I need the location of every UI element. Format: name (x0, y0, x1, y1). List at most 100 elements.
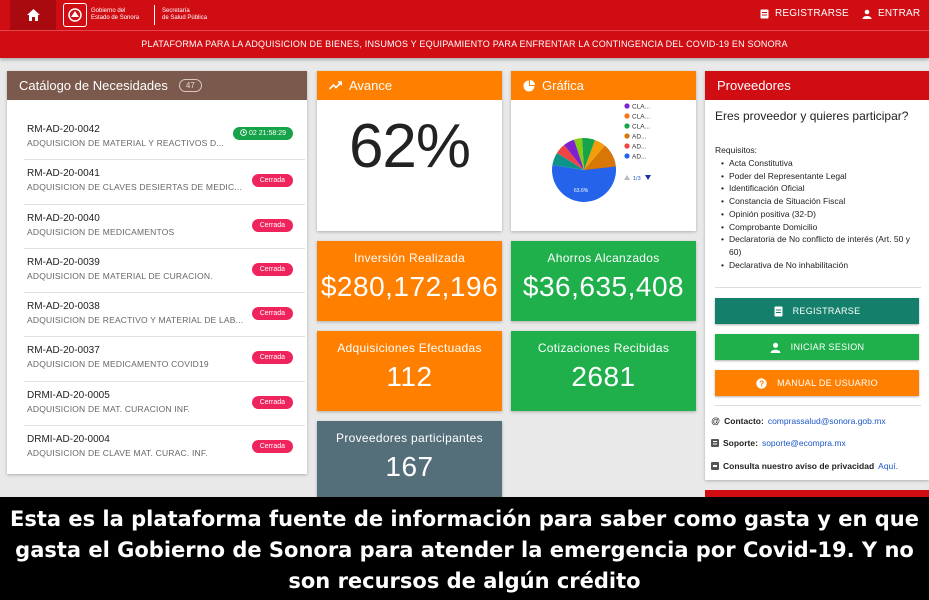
pie-chart-icon (523, 79, 535, 91)
suppliers-count-label: Proveedores participantes (336, 431, 483, 445)
suppliers-header: Proveedores (705, 71, 929, 100)
list-item[interactable]: RM-AD-20-0041 ADQUISICION DE CLAVES DESI… (24, 160, 305, 205)
catalog-title: Catálogo de Necesidades (19, 78, 168, 93)
status-badge: Cerrada (251, 307, 293, 321)
top-navbar: Gobierno del Estado de Sonora Secretaría… (0, 0, 929, 30)
pie-slice-purple (564, 139, 584, 170)
requirement-item: Comprobante Domicilio (721, 221, 921, 234)
logo-line-4: de Salud Pública (162, 15, 208, 21)
divider (715, 287, 921, 288)
legend-swatch (624, 123, 630, 129)
progress-value: 62% (348, 112, 471, 181)
pie-slice-label: 63.6% (574, 188, 589, 194)
home-icon (26, 9, 40, 21)
supplier-login-button[interactable]: INICIAR SESION (715, 334, 919, 360)
savings-label: Ahorros Alcanzados (547, 251, 660, 265)
register-label: REGISTRARSE (775, 8, 849, 19)
status-badge: Cerrada (251, 218, 293, 232)
list-item[interactable]: RM-AD-20-0040 ADQUISICION DE MEDICAMENTO… (24, 205, 305, 249)
status-badge: Cerrada (251, 351, 293, 365)
seal-icon (63, 3, 87, 27)
logo-line-1: Gobierno del (91, 8, 126, 14)
caption-overlay: Esta es la plataforma fuente de informac… (0, 497, 929, 600)
home-button[interactable] (10, 0, 56, 30)
contact-email-link[interactable]: comprassalud@sonora.gob.mx (767, 416, 886, 426)
requirements-list: Acta Constitutiva Poder del Representant… (721, 157, 921, 271)
status-badge: Cerrada (251, 262, 293, 276)
item-description: ADQUISICION DE CLAVES DESIERTAS DE MEDIC… (27, 182, 243, 193)
requirement-item: Declarativa de No inhabilitación (721, 259, 921, 272)
register-link[interactable]: REGISTRARSE (760, 8, 849, 19)
savings-value: $36,635,408 (522, 271, 685, 302)
help-icon: ? (756, 377, 767, 389)
chart-title: Gráfica (542, 78, 584, 93)
requirement-item: Opinión positiva (32-D) (721, 208, 921, 221)
list-item[interactable]: RM-AD-20-0039 ADQUISICION DE MATERIAL DE… (24, 249, 305, 294)
platform-subtitle-bar: PLATAFORMA PARA LA ADQUISICION DE BIENES… (0, 30, 929, 58)
catalog-count-badge: 47 (178, 79, 202, 92)
legend-entry: AD... (632, 144, 647, 151)
legend-swatch (624, 133, 630, 139)
legend-entry: AD... (632, 154, 647, 161)
supplier-register-button[interactable]: REGISTRARSE (715, 298, 919, 324)
logo-line-3: Secretaría (162, 8, 190, 14)
item-code: RM-AD-20-0042 (27, 124, 100, 135)
clock-icon (240, 129, 247, 136)
list-item[interactable]: DRMI-AD-20-0005 ADQUISICION DE MAT. CURA… (24, 382, 305, 427)
legend-next-icon[interactable] (645, 175, 651, 180)
platform-subtitle: PLATAFORMA PARA LA ADQUISICION DE BIENES… (141, 39, 788, 49)
legend-swatch (624, 113, 630, 119)
progress-card: Avance 62% (317, 71, 502, 231)
savings-card: Ahorros Alcanzados $36,635,408 (511, 241, 696, 321)
user-icon (862, 9, 872, 19)
item-description: ADQUISICION DE REACTIVO Y MATERIAL DE LA… (27, 315, 244, 326)
list-item[interactable]: RM-AD-20-0038 ADQUISICION DE REACTIVO Y … (24, 293, 305, 338)
catalog-card: Catálogo de Necesidades 47 RM-AD-20-0042… (7, 71, 307, 474)
requirement-item: Declaratoria de No conflicto de interés … (721, 233, 921, 258)
list-item[interactable]: RM-AD-20-0042 ADQUISICION DE MATERIAL Y … (24, 116, 305, 161)
legend-swatch (624, 143, 630, 149)
list-item[interactable]: RM-AD-20-0037 ADQUISICION DE MEDICAMENTO… (24, 337, 305, 382)
progress-header: Avance (317, 71, 502, 100)
requirement-item: Identificación Oficial (721, 182, 921, 195)
supplier-login-label: INICIAR SESION (790, 342, 865, 352)
support-email-link[interactable]: soporte@ecompra.mx (761, 438, 846, 448)
investment-card: Inversión Realizada $280,172,196 (317, 241, 502, 321)
user-manual-label: MANUAL DE USUARIO (777, 378, 878, 388)
pie-slice-amber (584, 140, 605, 170)
support-icon (711, 439, 719, 447)
chart-header: Gráfica (511, 71, 696, 100)
logo-divider (154, 5, 155, 25)
item-description: ADQUISICION DE MATERIAL DE CURACION. (27, 270, 213, 281)
legend-entry: AD... (632, 134, 647, 141)
item-description: ADQUISICION DE MEDICAMENTOS (27, 226, 175, 237)
legend-entry: CLA... (632, 114, 650, 121)
item-code: RM-AD-20-0039 (27, 256, 100, 268)
pie-chart[interactable]: 63.6% CLA... CLA... CLA... AD... AD... A… (511, 100, 696, 231)
svg-text:?: ? (759, 379, 764, 388)
quotes-card: Cotizaciones Recibidas 2681 (511, 331, 696, 411)
legend-entry: CLA... (632, 124, 650, 131)
login-link[interactable]: ENTRAR (862, 8, 920, 19)
government-logo[interactable]: Gobierno del Estado de Sonora Secretaría… (63, 2, 222, 28)
logo-line-2: Estado de Sonora (91, 15, 140, 21)
at-icon: @ (711, 416, 721, 426)
requirement-item: Poder del Representante Legal (721, 170, 921, 183)
privacy-link[interactable]: Aquí. (878, 461, 899, 471)
contact-label: Contacto: (724, 416, 764, 426)
status-badge: Cerrada (251, 174, 293, 188)
acquisitions-label: Adquisiciones Efectuadas (337, 341, 482, 355)
list-item[interactable]: DRMI-AD-20-0004 ADQUISICION DE CLAVE MAT… (24, 426, 305, 470)
pie-slice-orange (584, 145, 616, 170)
acquisitions-card: Adquisiciones Efectuadas 112 (317, 331, 502, 411)
quotes-label: Cotizaciones Recibidas (537, 341, 670, 355)
user-manual-button[interactable]: ? MANUAL DE USUARIO (715, 370, 919, 396)
item-code: DRMI-AD-20-0005 (27, 389, 110, 401)
countdown-text: 02 21:58:29 (249, 130, 286, 137)
item-description: ADQUISICION DE MATERIAL Y REACTIVOS D... (27, 138, 225, 148)
legend-prev-icon[interactable] (624, 175, 630, 180)
catalog-list: RM-AD-20-0042 ADQUISICION DE MATERIAL Y … (24, 116, 305, 470)
suppliers-title: Proveedores (717, 78, 791, 93)
item-code: RM-AD-20-0040 (27, 212, 100, 224)
pie-slice-red (557, 145, 584, 170)
